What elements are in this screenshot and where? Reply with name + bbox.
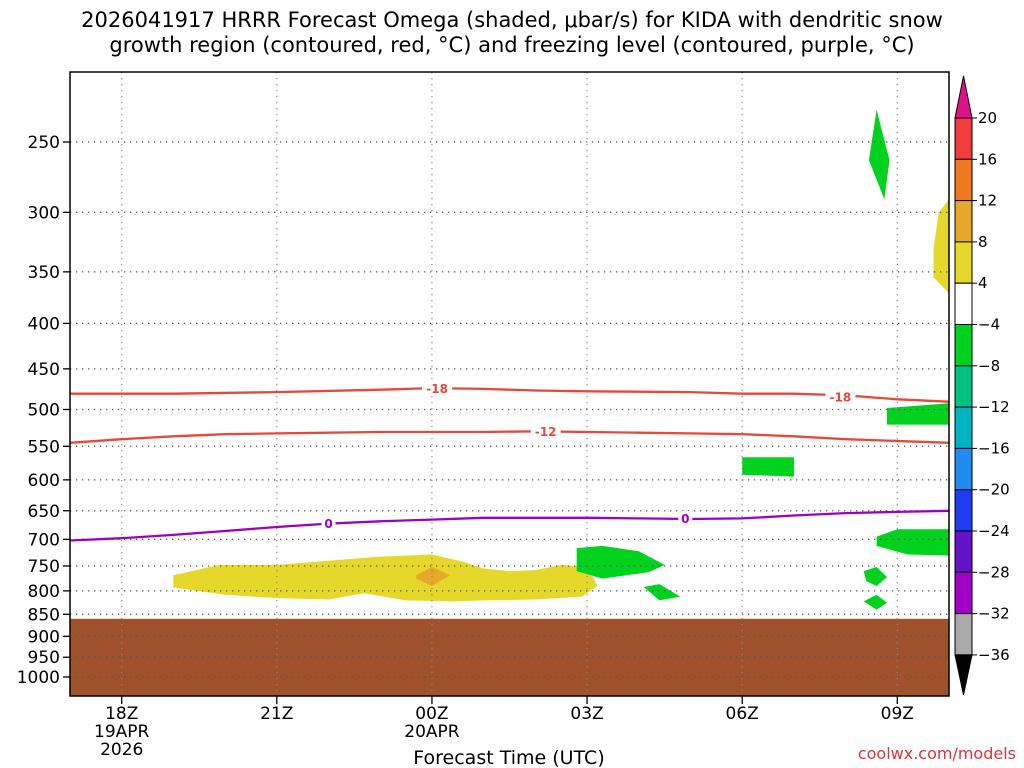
colorbar-tick-label-12: −32: [978, 605, 1010, 623]
y-tick-label-850: 850: [28, 605, 60, 625]
isotherm-minus12-label-bg-0: [530, 423, 561, 438]
isotherm-minus12-line: [70, 430, 949, 444]
y-tick-label-250: 250: [28, 133, 60, 153]
omega-region-green-8: [863, 594, 887, 610]
colorbar-bin-6: [954, 365, 973, 408]
y-tick-label-800: 800: [28, 582, 60, 602]
ground-mask: [70, 618, 949, 696]
freezing-level-label-bg-1: [678, 510, 693, 525]
plot-frame: [69, 71, 950, 697]
y-tick-label-600: 600: [28, 471, 60, 491]
x-tick-label-09Z: 09Z: [881, 704, 914, 724]
colorbar-tick-label-1: 16: [978, 150, 997, 168]
y-tick-label-700: 700: [28, 530, 60, 550]
freezing-level-line: [70, 509, 949, 542]
x-tick-year-18Z: 2026: [100, 740, 143, 760]
y-tick-label-900: 900: [28, 627, 60, 647]
chart-title-line2: growth region (contoured, red, °C) and f…: [109, 33, 914, 57]
colorbar-bin-1: [954, 158, 973, 202]
y-tick-label-300: 300: [28, 203, 60, 223]
y-tick-label-750: 750: [28, 557, 60, 577]
colorbar-bin-8: [954, 447, 973, 491]
x-tick-label-03Z: 03Z: [570, 704, 603, 724]
credit-text: coolwx.com/models: [858, 744, 1016, 763]
colorbar-tick-label-7: −12: [978, 398, 1010, 416]
isotherm-minus18-label-1: -18: [830, 391, 852, 405]
colorbar-bin-7: [954, 406, 973, 449]
x-tick-date-00Z: 20APR: [404, 722, 460, 742]
contour-layer: -18 -18 -12 0 0: [70, 380, 949, 542]
omega-region-green-4: [876, 529, 949, 556]
colorbar-tick-label-0: 20: [978, 109, 997, 127]
colorbar-bin-10: [954, 530, 973, 573]
isotherm-minus12-label-0: -12: [535, 425, 557, 439]
isotherm-minus18-label-0: -18: [426, 382, 448, 396]
colorbar-tick-label-2: 12: [978, 192, 997, 210]
colorbar-bin-0: [954, 117, 973, 160]
colorbar-bin-4: [954, 282, 973, 326]
omega-region-green-2: [742, 457, 794, 477]
isotherm-minus18-label-bg-0: [422, 380, 453, 395]
isotherm-minus18-line: [70, 386, 949, 403]
x-tick-label-06Z: 06Z: [726, 704, 759, 724]
freezing-level-label-1: 0: [681, 512, 689, 526]
colorbar-bin-12: [954, 613, 973, 656]
colorbar-bin-5: [954, 324, 973, 367]
y-tick-label-950: 950: [28, 648, 60, 668]
omega-shading-layer: [173, 109, 949, 610]
colorbar-tick-label-8: −16: [978, 439, 1010, 457]
x-tick-label-21Z: 21Z: [260, 704, 293, 724]
colorbar-tick-label-13: −36: [978, 646, 1010, 664]
colorbar-tick-label-11: −28: [978, 563, 1010, 581]
y-tick-label-550: 550: [28, 437, 60, 457]
freezing-level-label-0: 0: [324, 517, 332, 531]
colorbar-bottom-arrow: [954, 654, 973, 696]
y-tick-label-500: 500: [28, 401, 60, 421]
omega-region-green-3: [887, 403, 949, 425]
colorbar-bin-2: [954, 200, 973, 243]
freezing-level-label-bg-0: [321, 516, 336, 531]
omega-region-green-6: [643, 584, 681, 601]
x-tick-date-18Z: 19APR: [94, 722, 150, 742]
omega-region-yellow-right-edge: [933, 199, 949, 294]
omega-region-green-1: [868, 109, 890, 200]
y-axis: 2503003504004505005506006507007508008509…: [17, 133, 70, 688]
colorbar-bin-3: [954, 241, 973, 284]
chart-title-line1: 2026041917 HRRR Forecast Omega (shaded, …: [81, 8, 943, 32]
x-tick-label-18Z: 18Z: [105, 704, 138, 724]
colorbar-tick-label-9: −20: [978, 481, 1010, 499]
omega-region-yellow: [173, 554, 598, 602]
colorbar-tick-label-5: −4: [978, 316, 1000, 334]
colorbar-tick-label-4: 4: [978, 274, 988, 292]
y-tick-label-1000: 1000: [17, 668, 60, 688]
isotherm-minus18-label-bg-1: [825, 389, 856, 404]
colorbar-tick-label-3: 8: [978, 233, 988, 251]
omega-region-orange: [416, 567, 450, 586]
grid-layer: [70, 72, 949, 696]
y-tick-label-400: 400: [28, 314, 60, 334]
colorbar: 20 16 12 8 4 −4 −8 −12 −16 −20 −24 −28 −32 −36: [954, 75, 1010, 696]
x-axis-label: Forecast Time (UTC): [413, 747, 604, 768]
y-tick-label-650: 650: [28, 502, 60, 522]
colorbar-bin-11: [954, 571, 973, 615]
y-tick-label-450: 450: [28, 360, 60, 380]
colorbar-tick-label-6: −8: [978, 357, 1000, 375]
colorbar-top-arrow: [954, 75, 973, 119]
y-tick-label-350: 350: [28, 263, 60, 283]
x-tick-label-00Z: 00Z: [415, 704, 448, 724]
colorbar-bin-9: [954, 489, 973, 532]
colorbar-tick-label-10: −24: [978, 522, 1010, 540]
omega-region-green-5: [576, 545, 665, 579]
omega-region-green-7: [863, 567, 887, 586]
